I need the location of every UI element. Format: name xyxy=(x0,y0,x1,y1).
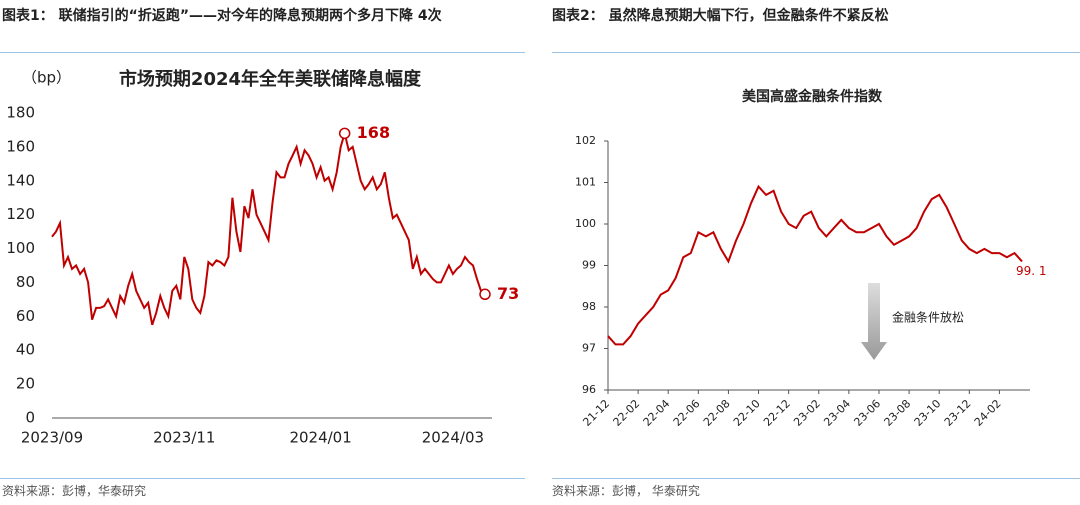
x-tick-label: 23-10 xyxy=(912,397,944,429)
rule xyxy=(552,478,1080,479)
line-series xyxy=(607,184,1023,346)
right-heading: 图表2： 虽然降息预期大幅下行，但金融条件不紧反松 xyxy=(552,8,889,24)
annotation: 金融条件放松 xyxy=(892,310,964,325)
x-tick-label: 22-06 xyxy=(671,397,703,429)
y-tick-label: 20 xyxy=(16,375,35,393)
y-tick-label: 101 xyxy=(575,176,596,189)
data-label: 73 xyxy=(497,284,519,303)
y-tick-label: 102 xyxy=(575,134,596,147)
y-tick-label: 120 xyxy=(6,205,35,223)
x-tick-label: 23-12 xyxy=(942,397,974,429)
x-tick-label: 2024/03 xyxy=(422,429,484,447)
y-tick-label: 97 xyxy=(582,342,596,355)
y-tick-label: 80 xyxy=(16,273,35,291)
y-tick-label: 160 xyxy=(6,137,35,155)
annotation-arrow xyxy=(861,283,887,360)
x-tick-label: 2024/01 xyxy=(289,429,351,447)
y-tick-label: 99 xyxy=(582,259,596,272)
left-heading: 图表1： 联储指引的“折返跑”——对今年的降息预期两个多月下降 4次 xyxy=(2,8,442,24)
y-tick-label: 100 xyxy=(6,239,35,257)
x-tick-label: 2023/09 xyxy=(21,429,83,447)
left-source: 资料来源：彭博，华泰研究 xyxy=(2,484,147,498)
x-tick-label: 22-10 xyxy=(731,397,763,429)
y-tick-label: 140 xyxy=(6,171,35,189)
chart-title: 市场预期2024年全年美联储降息幅度 xyxy=(119,68,422,90)
y-tick-label: 60 xyxy=(16,307,35,325)
x-tick-label: 2023/11 xyxy=(153,429,215,447)
x-tick-label: 23-02 xyxy=(791,397,823,429)
point-marker xyxy=(338,127,351,140)
chart-title: 美国高盛金融条件指数 xyxy=(742,88,883,105)
point-marker xyxy=(479,288,491,301)
rule xyxy=(0,52,525,53)
unit-label: （bp） xyxy=(22,69,71,87)
rule xyxy=(0,478,525,479)
x-tick-label: 22-04 xyxy=(641,397,673,429)
y-tick-label: 96 xyxy=(582,383,596,396)
data-label: 168 xyxy=(357,123,390,142)
y-tick-label: 0 xyxy=(25,409,35,427)
data-label: 99. 1 xyxy=(1016,264,1047,278)
y-tick-label: 98 xyxy=(582,300,596,313)
y-tick-label: 180 xyxy=(6,104,35,122)
line-series xyxy=(51,129,486,326)
x-tick-label: 22-12 xyxy=(761,397,793,429)
x-tick-label: 22-02 xyxy=(611,397,643,429)
x-tick-label: 23-08 xyxy=(882,397,914,429)
x-tick-label: 21-12 xyxy=(580,397,612,429)
x-tick-label: 22-08 xyxy=(701,397,733,429)
x-tick-label: 23-04 xyxy=(821,397,853,429)
y-tick-label: 100 xyxy=(575,217,596,230)
right-source: 资料来源：彭博， 华泰研究 xyxy=(552,484,700,498)
x-tick-label: 23-06 xyxy=(851,397,883,429)
x-tick-label: 24-02 xyxy=(972,397,1004,429)
y-tick-label: 40 xyxy=(16,341,35,359)
rule xyxy=(552,52,1080,53)
